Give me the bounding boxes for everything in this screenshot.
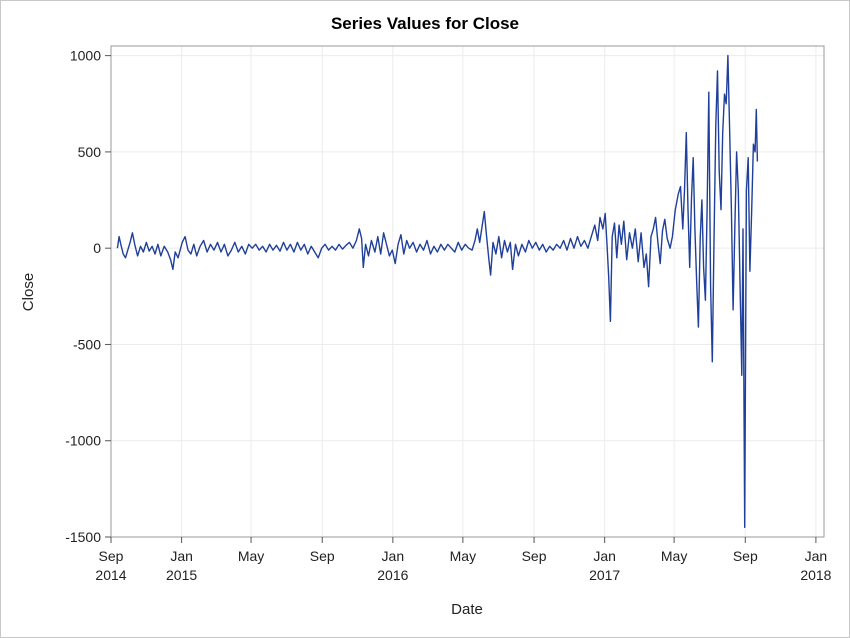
chart-title: Series Values for Close bbox=[330, 14, 520, 33]
y-tick-label: -1500 bbox=[65, 529, 101, 545]
x-tick-year-label: 2016 bbox=[377, 567, 408, 583]
x-tick-label: Sep bbox=[522, 548, 547, 564]
y-tick-label: 0 bbox=[93, 240, 101, 256]
x-tick-label: Jan bbox=[382, 548, 405, 564]
x-tick-year-label: 2018 bbox=[800, 567, 831, 583]
x-tick-label: May bbox=[661, 548, 687, 564]
y-tick-label: -500 bbox=[73, 336, 101, 352]
x-tick-year-label: 2017 bbox=[589, 567, 620, 583]
x-axis-label: Date bbox=[451, 601, 483, 618]
y-tick-label: 500 bbox=[78, 144, 102, 160]
x-tick-label: May bbox=[238, 548, 264, 564]
x-tick-label: Sep bbox=[733, 548, 758, 564]
y-tick-label: 1000 bbox=[70, 48, 101, 64]
x-tick-label: Sep bbox=[99, 548, 124, 564]
series-line-close bbox=[116, 54, 759, 529]
x-tick-label: May bbox=[450, 548, 476, 564]
x-tick-label: Jan bbox=[170, 548, 193, 564]
x-tick-label: Sep bbox=[310, 548, 335, 564]
series-layer bbox=[116, 54, 759, 529]
plot-area bbox=[110, 45, 825, 538]
grid-lines bbox=[110, 46, 824, 538]
y-axis-label: Close bbox=[20, 273, 37, 311]
y-tick-label: -1000 bbox=[65, 433, 101, 449]
x-tick-year-label: 2015 bbox=[166, 567, 197, 583]
axes: 1000 500 0 -500 -1000 -1500 Sep 2014 Jan 2015 May S… bbox=[65, 48, 831, 583]
x-tick-year-label: 2014 bbox=[95, 567, 126, 583]
x-tick-label: Jan bbox=[593, 548, 616, 564]
x-tick-label: Jan bbox=[805, 548, 828, 564]
